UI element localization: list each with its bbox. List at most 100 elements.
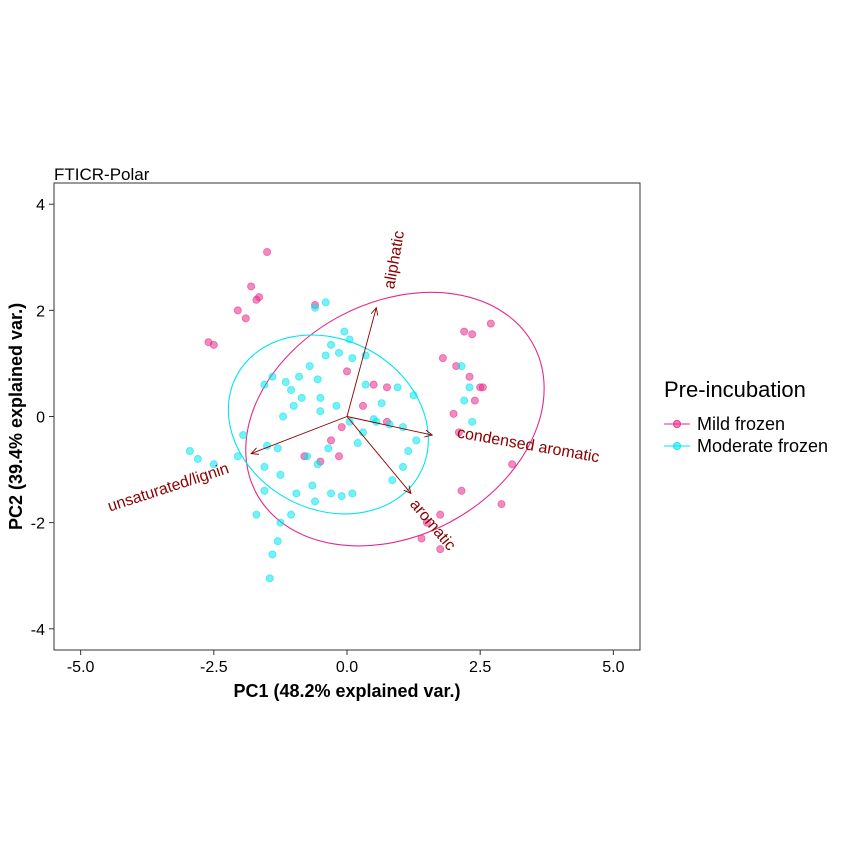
x-axis-title: PC1 (48.2% explained var.) (233, 681, 460, 701)
point-moderate-frozen-54 (337, 492, 346, 501)
loading-arrowhead-aliphatic (370, 306, 379, 316)
point-moderate-frozen-44 (327, 489, 336, 498)
point-moderate-frozen-47 (287, 510, 296, 519)
loading-label-aliphatic: aliphatic (381, 230, 408, 291)
point-moderate-frozen-1 (321, 298, 330, 307)
point-moderate-frozen-62 (260, 380, 269, 389)
point-moderate-frozen-26 (404, 446, 413, 455)
y-tick-label: -4 (31, 622, 45, 639)
point-moderate-frozen-25 (412, 436, 421, 445)
legend-key-point-moderate-frozen (673, 441, 682, 450)
point-moderate-frozen-42 (324, 444, 333, 453)
y-axis-title: PC2 (39.4% explained var.) (6, 303, 26, 530)
point-moderate-frozen-35 (193, 454, 202, 463)
point-mild-frozen-22 (497, 500, 506, 509)
y-tick-label: 4 (36, 197, 45, 214)
point-moderate-frozen-50 (252, 510, 261, 519)
loading-arrow-unsaturated-lignin (250, 416, 348, 455)
point-mild-frozen-14 (465, 372, 474, 381)
point-moderate-frozen-10 (287, 385, 296, 394)
point-moderate-frozen-37 (273, 444, 282, 453)
point-moderate-frozen-55 (348, 489, 357, 498)
point-moderate-frozen-20 (393, 383, 402, 392)
point-moderate-frozen-31 (239, 431, 248, 440)
point-moderate-frozen-63 (327, 340, 336, 349)
point-mild-frozen-17 (470, 396, 479, 405)
loading-label-condensed-aromatic: condensed aromatic (456, 425, 601, 467)
loading-arrowhead-aromatic (403, 485, 412, 495)
legend-key-point-mild-frozen (673, 419, 682, 428)
point-mild-frozen-25 (417, 534, 426, 543)
point-moderate-frozen-17 (279, 412, 288, 421)
point-mild-frozen-9 (460, 327, 469, 336)
point-mild-frozen-1 (247, 282, 256, 291)
point-moderate-frozen-15 (316, 393, 325, 402)
point-moderate-frozen-9 (281, 378, 290, 387)
point-mild-frozen-21 (457, 486, 466, 495)
point-mild-frozen-26 (436, 545, 445, 554)
loading-label-aromatic: aromatic (406, 496, 458, 554)
loading-arrow-aromatic (346, 416, 412, 494)
point-mild-frozen-23 (436, 510, 445, 519)
point-mild-frozen-28 (382, 383, 391, 392)
loading-vectors: aliphatic condensed aromatic aromatic unsat… (106, 230, 601, 555)
point-moderate-frozen-41 (313, 460, 322, 469)
point-moderate-frozen-61 (316, 407, 325, 416)
point-moderate-frozen-6 (348, 354, 357, 363)
point-moderate-frozen-12 (305, 362, 314, 371)
point-moderate-frozen-28 (465, 383, 474, 392)
point-mild-frozen-4 (233, 306, 242, 315)
point-moderate-frozen-64 (398, 462, 407, 471)
point-mild-frozen-32 (327, 436, 336, 445)
point-mild-frozen-20 (508, 460, 517, 469)
y-tick-label: 0 (36, 410, 45, 427)
point-moderate-frozen-48 (276, 518, 285, 527)
point-moderate-frozen-38 (260, 462, 269, 471)
point-moderate-frozen-4 (335, 348, 344, 357)
point-moderate-frozen-21 (409, 391, 418, 400)
x-tick-label: 5.0 (602, 659, 624, 676)
point-moderate-frozen-13 (313, 375, 322, 384)
point-moderate-frozen-0 (311, 303, 320, 312)
x-axis: -5.0 -2.5 0.0 2.5 5.0 (67, 650, 625, 676)
point-moderate-frozen-59 (345, 417, 354, 426)
point-moderate-frozen-60 (332, 401, 341, 410)
point-mild-frozen-3 (255, 293, 264, 302)
point-mild-frozen-18 (449, 409, 458, 418)
point-moderate-frozen-18 (361, 380, 370, 389)
point-mild-frozen-30 (342, 367, 351, 376)
point-moderate-frozen-27 (457, 362, 466, 371)
point-mild-frozen-29 (358, 401, 367, 410)
point-moderate-frozen-56 (311, 497, 320, 506)
legend-label-mild-frozen: Mild frozen (697, 414, 785, 434)
legend-label-moderate-frozen: Moderate frozen (697, 436, 828, 456)
point-moderate-frozen-8 (268, 372, 277, 381)
point-moderate-frozen-52 (268, 550, 277, 559)
ellipse-moderate-frozen (227, 334, 429, 515)
point-moderate-frozen-51 (273, 537, 282, 546)
point-moderate-frozen-5 (321, 351, 330, 360)
x-tick-label: -2.5 (200, 659, 228, 676)
point-moderate-frozen-32 (233, 452, 242, 461)
point-moderate-frozen-43 (353, 439, 362, 448)
ellipse-mild-frozen (245, 291, 545, 547)
point-moderate-frozen-11 (295, 372, 304, 381)
point-moderate-frozen-45 (308, 481, 317, 490)
point-moderate-frozen-3 (345, 335, 354, 344)
point-moderate-frozen-30 (468, 417, 477, 426)
point-mild-frozen-16 (478, 383, 487, 392)
loading-arrowhead-condensed-aromatic (424, 429, 434, 438)
point-mild-frozen-24 (422, 518, 431, 527)
x-tick-label: 2.5 (469, 659, 491, 676)
data-points (185, 247, 517, 583)
point-moderate-frozen-29 (460, 396, 469, 405)
y-tick-label: -2 (31, 516, 45, 533)
y-axis: -4 -2 0 2 4 (31, 197, 54, 639)
y-tick-label: 2 (36, 303, 45, 320)
plot-title: FTICR-Polar (54, 165, 150, 184)
point-mild-frozen-27 (369, 380, 378, 389)
point-moderate-frozen-16 (289, 401, 298, 410)
point-mild-frozen-10 (468, 330, 477, 339)
